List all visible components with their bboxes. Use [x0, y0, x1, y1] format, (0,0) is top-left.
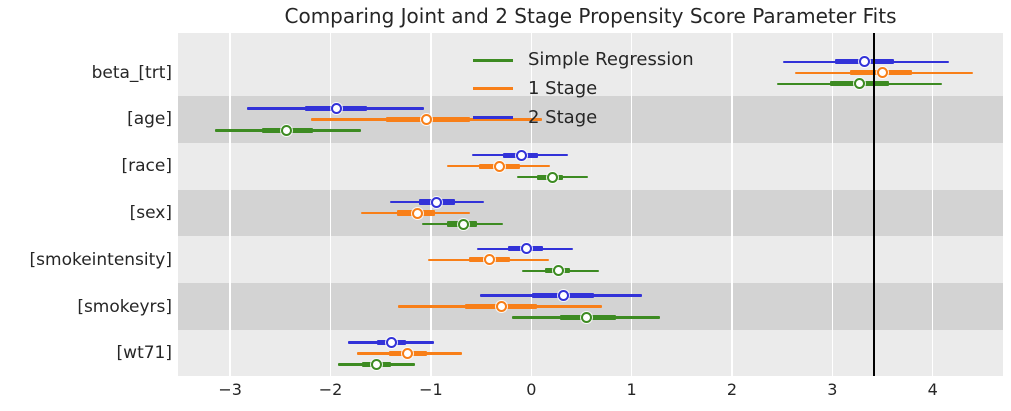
legend-sample-line: [473, 116, 513, 120]
2-stage-point-marker: [520, 243, 532, 255]
gridline: [530, 33, 533, 376]
x-tick-label: 0: [526, 380, 537, 399]
y-category-label: beta_[trt]: [91, 62, 172, 83]
y-category-label: [age]: [127, 109, 172, 130]
1-stage-point-marker: [495, 301, 507, 313]
1-stage-point-marker: [483, 254, 495, 266]
2-stage-point-marker: [431, 196, 443, 208]
simple-regression-point-marker: [280, 124, 292, 136]
x-tick-label: 1: [626, 380, 637, 399]
1-stage-point-marker: [421, 113, 433, 125]
legend-label: Simple Regression: [528, 49, 694, 70]
legend-label: 1 Stage: [528, 77, 598, 99]
y-axis: beta_[trt] [age] [race] [sex] [smokeintensit…: [0, 33, 172, 376]
2-stage-point-marker: [858, 56, 870, 68]
y-category-label: [smokeyrs]: [77, 296, 172, 317]
legend-label: 2 Stage: [528, 106, 598, 128]
y-category-label: [smokeintensity]: [29, 249, 172, 270]
simple-regression-point-marker: [580, 312, 592, 324]
x-tick-label: 3: [827, 380, 838, 399]
legend-sample-line: [473, 87, 513, 91]
x-tick-label: 4: [927, 380, 938, 399]
1-stage-point-marker: [493, 160, 505, 172]
2-stage-point-marker: [386, 336, 398, 348]
row-band-shaded: [178, 189, 1003, 237]
simple-regression-point-marker: [546, 171, 558, 183]
x-tick-label: −3: [218, 380, 242, 399]
gridline: [931, 33, 934, 376]
gridline: [831, 33, 834, 376]
1-stage-point-marker: [412, 207, 424, 219]
simple-regression-point-marker: [457, 218, 469, 230]
x-tick-label: −1: [419, 380, 443, 399]
y-category-label: [sex]: [129, 203, 172, 223]
gridline: [229, 33, 231, 376]
gridline: [630, 33, 633, 376]
simple-regression-point-marker: [552, 265, 564, 277]
x-tick-label: −2: [318, 380, 343, 399]
x-axis: −3 −2 −1 0 1 2 3 4: [178, 380, 1003, 404]
gridline: [731, 33, 733, 376]
gridline: [329, 33, 332, 376]
plot-area: Simple Regression 1 Stage 2 Stage: [178, 33, 1003, 376]
chart-title: Comparing Joint and 2 Stage Propensity S…: [284, 4, 897, 28]
reference-line: [872, 33, 875, 376]
y-category-label: [wt71]: [116, 343, 172, 364]
x-tick-label: 2: [726, 380, 738, 399]
2-stage-point-marker: [331, 102, 343, 114]
1-stage-point-marker: [877, 67, 889, 79]
2-stage-point-marker: [557, 290, 569, 302]
simple-regression-point-marker: [371, 358, 383, 370]
y-category-label: [race]: [121, 156, 172, 177]
simple-regression-point-marker: [853, 78, 865, 90]
1-stage-point-marker: [402, 347, 414, 359]
legend-sample-line: [473, 58, 513, 62]
2-stage-point-marker: [515, 149, 527, 161]
